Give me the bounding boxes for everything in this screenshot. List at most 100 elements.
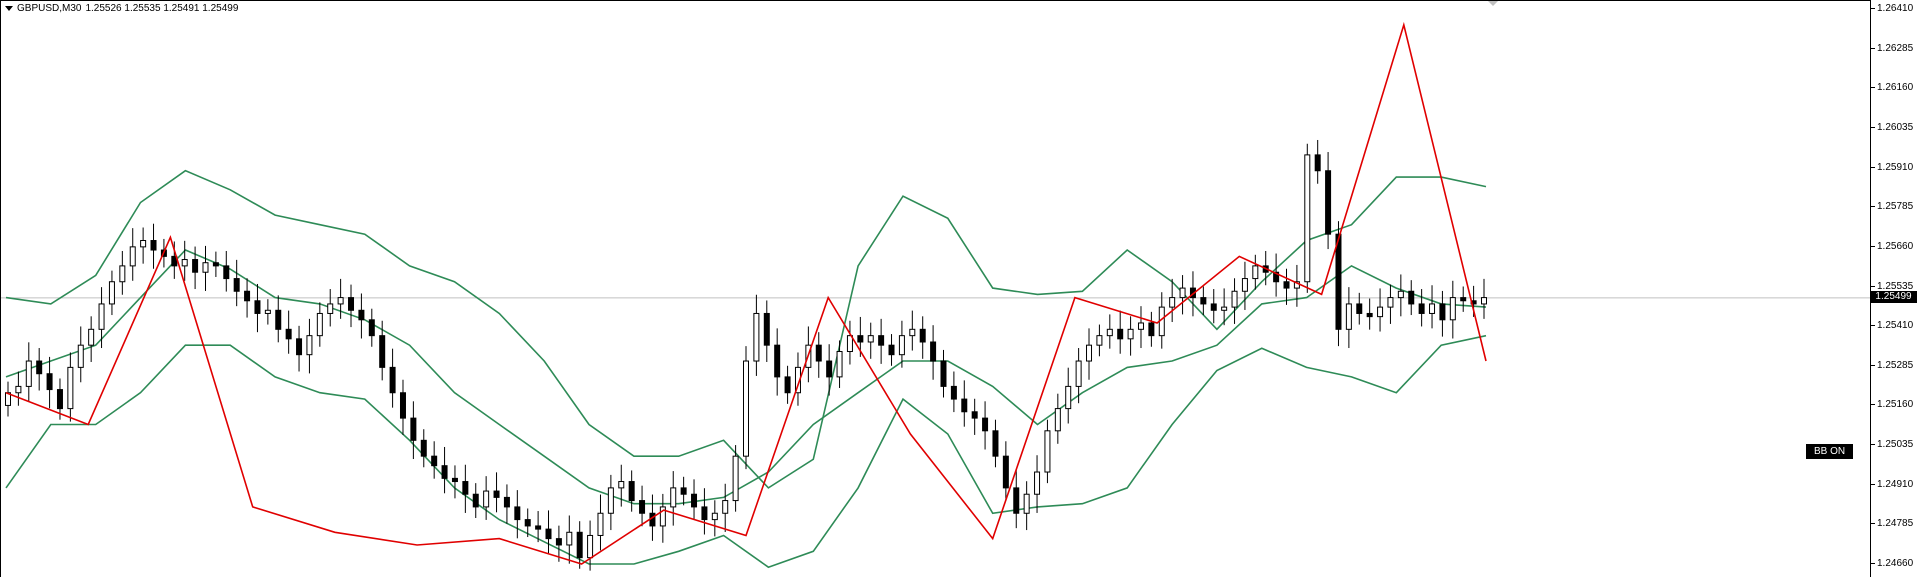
candle (1283, 268, 1290, 305)
candle-body (930, 341, 937, 362)
candle-body (77, 344, 84, 368)
price-tick-mark (1871, 563, 1875, 564)
candle-body (379, 335, 386, 368)
candle-body (1366, 312, 1373, 318)
candle (192, 246, 199, 290)
candle-body (337, 297, 344, 305)
candle (1345, 287, 1352, 349)
candle (1387, 284, 1394, 324)
price-tick-label: 1.25785 (1877, 201, 1914, 213)
candle (244, 278, 251, 318)
candle-body (358, 309, 365, 321)
candle (1418, 289, 1425, 327)
scroll-marker-icon[interactable] (1488, 1, 1498, 6)
price-tick-mark (1871, 8, 1875, 9)
candle-body (1345, 303, 1352, 330)
candle (732, 445, 739, 512)
candle (1065, 367, 1072, 424)
candle-body (88, 328, 95, 346)
candle (368, 308, 375, 347)
candle (77, 326, 84, 383)
price-tick-mark (1871, 166, 1875, 168)
candle (1241, 261, 1248, 310)
candle-body (493, 490, 500, 498)
bb-status-badge[interactable]: BB ON (1806, 444, 1854, 459)
candle-body (867, 335, 874, 343)
candle (431, 441, 438, 479)
price-tick-mark (1871, 483, 1875, 485)
candle-body (1449, 297, 1456, 321)
candle-body (410, 417, 417, 441)
candle-body (961, 398, 968, 413)
zigzag-line (5, 21, 1487, 565)
candle (1304, 143, 1311, 293)
candle-body (628, 481, 635, 502)
chart-area[interactable]: GBPUSD,M30 1.25526 1.25535 1.25491 1.254… (0, 0, 1871, 577)
candle-body (223, 265, 230, 280)
candle (826, 344, 833, 396)
candle-body (181, 259, 188, 267)
candle-body (524, 519, 531, 527)
candle-body (1023, 493, 1030, 514)
candle-body (399, 392, 406, 419)
candle-body (815, 344, 822, 362)
candle-body (296, 338, 303, 356)
candle (1200, 286, 1207, 316)
candle (566, 515, 573, 564)
candle (1356, 292, 1363, 325)
candle (1221, 288, 1228, 326)
candle (514, 490, 521, 539)
candle-body (909, 328, 916, 337)
candle-body (98, 303, 105, 330)
candle-body (919, 328, 926, 343)
candle (1377, 288, 1384, 332)
candle-body (275, 309, 282, 330)
candle (659, 493, 666, 543)
price-tick-mark (1871, 47, 1875, 49)
candle (701, 488, 708, 535)
candle-body (763, 312, 770, 346)
candle-body (306, 335, 313, 356)
candle (410, 401, 417, 460)
candle (1075, 348, 1082, 404)
candle-body (192, 259, 199, 273)
candle (1106, 314, 1113, 349)
candle (1252, 254, 1259, 290)
candle-body (1137, 322, 1144, 330)
candle (919, 316, 926, 359)
symbol-header: GBPUSD,M30 1.25526 1.25535 1.25491 1.254… (5, 3, 238, 14)
price-tick-label: 1.25285 (1877, 359, 1914, 371)
candle-body (722, 500, 729, 514)
candle (15, 371, 22, 406)
candle (982, 401, 989, 450)
candle (670, 471, 677, 526)
candle-body (555, 538, 562, 546)
candle-body (1148, 322, 1155, 337)
candle (285, 310, 292, 354)
candle (950, 371, 957, 413)
current-price-label: 1.25499 (1870, 290, 1917, 303)
candle (753, 294, 760, 376)
candle-body (46, 373, 53, 391)
price-tick-label: 1.24785 (1877, 518, 1914, 530)
candle-body (348, 297, 355, 311)
candle (639, 485, 646, 527)
candle (254, 283, 261, 333)
price-axis[interactable]: 1.26410 1.26285 1.26160 1.26035 1.25910 1.257… (1870, 0, 1918, 577)
candle (846, 320, 853, 365)
candle (618, 464, 625, 507)
candle-body (691, 493, 698, 508)
candle-body (836, 351, 843, 378)
candle-body (1439, 303, 1446, 321)
candle-body (483, 490, 490, 508)
candle-body (514, 506, 521, 521)
dropdown-arrow-icon[interactable] (5, 6, 13, 11)
candle (316, 302, 323, 347)
candle (264, 299, 271, 325)
candle (1169, 278, 1176, 323)
candle (1449, 280, 1456, 339)
candle-body (1210, 303, 1217, 311)
candle (451, 465, 458, 499)
candle (389, 348, 396, 408)
candle (420, 429, 427, 468)
